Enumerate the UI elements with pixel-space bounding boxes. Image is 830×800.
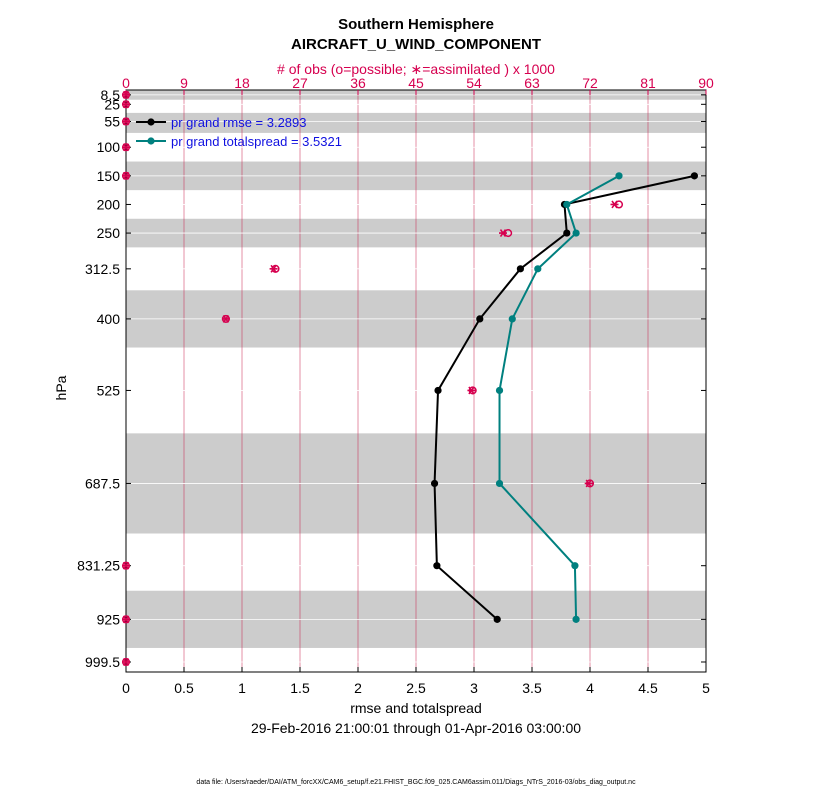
legend-rmse-marker (147, 118, 155, 126)
y-axis-label: hPa (53, 375, 69, 400)
totalspread-point (495, 386, 504, 395)
axes: 0 0.5 1 1.5 2 2.5 3 3.5 4 4.5 5 0 9 18 27 36 45 54 63 72 81 9… (77, 75, 714, 696)
obs-assimilated-stroke (585, 479, 592, 488)
legend-totalspread-label: pr grand totalspread = 3.5321 (171, 134, 342, 149)
obs-assimilated-marker (221, 314, 230, 323)
top-tick-label: 45 (408, 75, 424, 91)
totalspread-point (572, 615, 580, 623)
y-tick-label: 831.25 (77, 558, 120, 574)
top-tick-label: 81 (640, 75, 656, 91)
y-tick-label: 250 (97, 225, 121, 241)
obs-assimilated-stroke (122, 100, 130, 109)
rmse-point (476, 315, 484, 323)
obs-assimilated-marker (584, 479, 593, 488)
y-tick-label: 8.5 (101, 87, 121, 103)
rmse-point (493, 615, 501, 623)
y-tick-label: 687.5 (85, 475, 120, 491)
obs-assimilated-stroke (122, 90, 130, 99)
x-tick-label: 0 (122, 680, 130, 696)
y-tick-label: 100 (97, 139, 121, 155)
obs-assimilated-stroke (468, 386, 475, 395)
totalspread-point (571, 562, 579, 570)
rmse-point (434, 386, 442, 395)
y-tick-label: 525 (97, 382, 121, 398)
y-tick-label: 200 (97, 196, 121, 212)
obs-assimilated-stroke (122, 561, 130, 570)
obs-assimilated-marker (122, 143, 130, 152)
totalspread-point (508, 315, 516, 323)
obs-assimilated-marker (269, 264, 278, 273)
obs-assimilated-stroke (122, 658, 130, 666)
totalspread-point (534, 265, 542, 273)
totalspread-point (572, 229, 580, 237)
totalspread-point (563, 200, 571, 209)
obs-assimilated-stroke (122, 117, 130, 126)
rmse-point (563, 229, 571, 237)
totalspread-point (615, 172, 623, 180)
obs-assimilated-marker (122, 100, 130, 109)
data-file-footer: data file: /Users/raeder/DAI/ATM_forcXX/… (196, 779, 636, 786)
obs-assimilated-stroke (222, 314, 230, 323)
legend: pr grand rmse = 3.2893 pr grand totalspre… (136, 115, 342, 149)
x-tick-label: 3.5 (522, 680, 542, 696)
top-tick-label: 90 (698, 75, 714, 91)
grid-lines (126, 90, 706, 672)
x-tick-label: 0.5 (174, 680, 194, 696)
rmse-point (690, 172, 699, 180)
series-layer (430, 172, 699, 623)
top-tick-label: 54 (466, 75, 482, 91)
top-tick-label: 63 (524, 75, 540, 91)
y-tick-label: 925 (97, 611, 121, 627)
obs-assimilated-marker (122, 561, 130, 570)
top-axis-label: # of obs (o=possible; ∗=assimilated ) x … (277, 61, 555, 77)
x-tick-label: 2.5 (406, 680, 426, 696)
obs-assimilated-stroke (499, 229, 507, 238)
y-tick-label: 25 (104, 96, 120, 112)
x-tick-label: 3 (470, 680, 478, 696)
obs-assimilated-marker (122, 117, 130, 126)
x-tick-label: 1 (238, 680, 246, 696)
top-tick-label: 9 (180, 75, 188, 91)
y-tick-label: 150 (97, 168, 121, 184)
rmse-point (516, 265, 525, 273)
obs-assimilated-marker (467, 386, 476, 395)
obs-assimilated-marker (122, 171, 130, 180)
obs-assimilated-stroke (122, 615, 130, 624)
x-tick-label: 2 (354, 680, 362, 696)
x-tick-label: 4.5 (638, 680, 658, 696)
obs-assimilated-marker (122, 615, 130, 624)
x-tick-label: 1.5 (290, 680, 310, 696)
obs-assimilated-marker (122, 658, 130, 666)
top-tick-label: 18 (234, 75, 250, 91)
rmse-point (433, 562, 441, 570)
date-range: 29-Feb-2016 21:00:01 through 01-Apr-2016… (251, 720, 581, 736)
y-tick-label: 55 (104, 113, 120, 129)
obs-assimilated-marker (610, 200, 619, 209)
x-tick-label: 5 (702, 680, 710, 696)
y-tick-label: 999.5 (85, 654, 120, 670)
obs-assimilated-stroke (122, 143, 130, 152)
y-tick-label: 400 (97, 311, 121, 327)
x-axis-label: rmse and totalspread (350, 700, 482, 716)
obs-assimilated-marker (122, 90, 130, 99)
totalspread-point (495, 479, 504, 488)
top-tick-label: 0 (122, 75, 130, 91)
obs-assimilated-stroke (611, 200, 618, 209)
chart-subtitle: AIRCRAFT_U_WIND_COMPONENT (291, 36, 541, 53)
legend-totalspread-marker (147, 137, 155, 145)
top-tick-label: 36 (350, 75, 366, 91)
obs-assimilated-stroke (122, 171, 130, 180)
obs-count-markers (121, 90, 624, 667)
y-tick-label: 312.5 (85, 261, 120, 277)
chart-title: Southern Hemisphere (338, 16, 494, 33)
rmse-point (430, 479, 439, 488)
top-tick-label: 27 (292, 75, 308, 91)
x-tick-label: 4 (586, 680, 594, 696)
obs-assimilated-stroke (270, 264, 277, 273)
legend-rmse-label: pr grand rmse = 3.2893 (171, 115, 307, 130)
top-tick-label: 72 (582, 75, 598, 91)
obs-assimilated-marker (499, 229, 507, 238)
